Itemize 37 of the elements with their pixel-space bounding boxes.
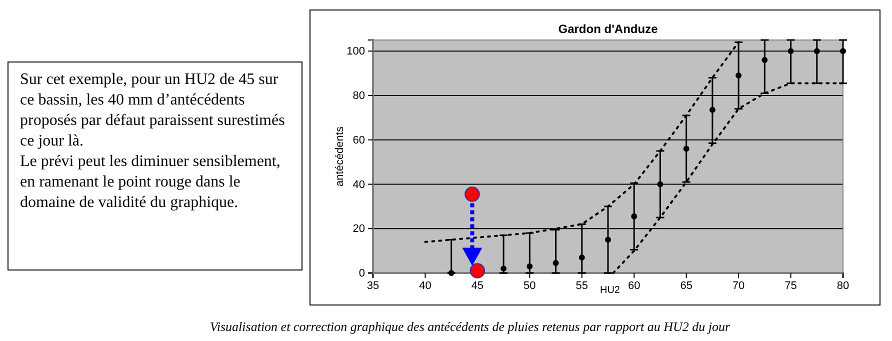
point <box>605 236 611 243</box>
x-tick-label: 75 <box>784 280 797 292</box>
x-tick-label: 50 <box>524 280 536 292</box>
y-tick-label: 0 <box>358 268 365 280</box>
y-tick-label: 40 <box>352 178 365 191</box>
point <box>788 48 794 54</box>
y-axis-title: antécédents <box>334 126 346 186</box>
point <box>814 48 820 54</box>
x-tick-label: 60 <box>628 280 640 292</box>
text: Sur cet exemple, pour un HU2 de 45 sur ce bassin, les 40 mm d’antécédents proposés par défaut paraissent surestimés ce jour là. Le prévi peut les diminuer sensiblement, en ramenant le point rouge dans le domaine de validité du graphique. <box>20 71 285 211</box>
x-tick-label: 40 <box>419 280 432 292</box>
point <box>464 186 480 202</box>
y-tick-label: 100 <box>346 46 365 58</box>
y-tick-label: 60 <box>352 134 365 146</box>
point <box>683 146 690 152</box>
point <box>657 181 664 188</box>
x-tick-label: 80 <box>836 280 850 292</box>
x-tick-label: 55 <box>576 280 588 292</box>
point <box>631 213 638 220</box>
x-tick-label: 65 <box>680 280 692 292</box>
point <box>709 106 716 113</box>
point <box>526 263 533 270</box>
point <box>840 48 846 54</box>
point <box>578 254 585 260</box>
y-tick-label: 80 <box>352 90 365 102</box>
chart-title: Gardon d'Anduze <box>558 22 658 36</box>
point <box>736 72 742 78</box>
x-tick-label: 45 <box>471 280 484 292</box>
text: Visualisation et correction graphique des antécédents de pluies retenus par rapport au HU2 du jour <box>210 319 732 334</box>
point <box>552 260 559 266</box>
y-tick-label: 20 <box>352 223 365 236</box>
point <box>500 266 507 272</box>
point <box>470 263 486 278</box>
point <box>762 56 768 63</box>
x-tick-label: 35 <box>366 280 380 292</box>
x-axis-title: HU2 <box>600 285 620 296</box>
x-tick-label: 70 <box>732 280 745 292</box>
